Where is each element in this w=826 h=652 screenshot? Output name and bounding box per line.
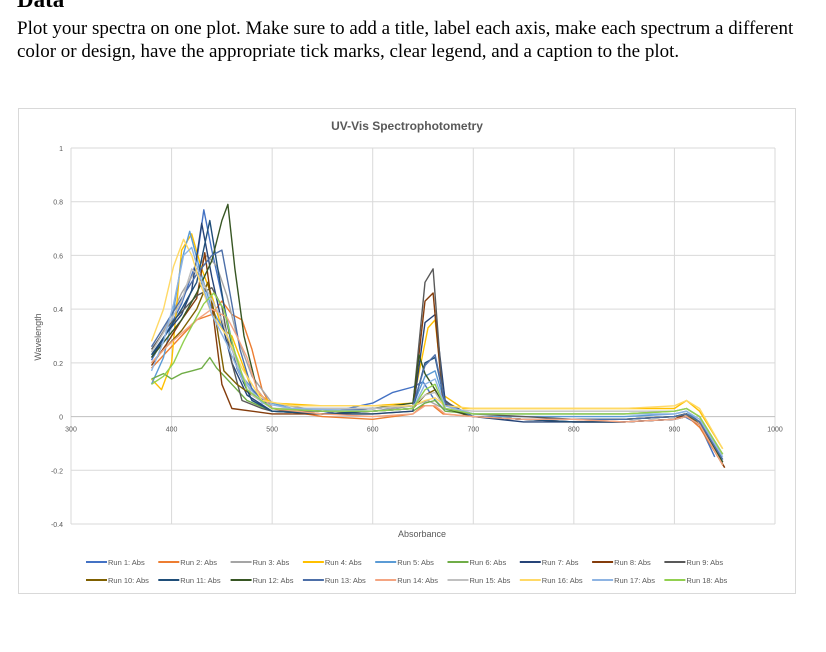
x-tick-label: 500 — [266, 427, 278, 434]
legend-entry-label: Run 4: Abs — [325, 558, 362, 567]
legend-entry-label: Run 3: Abs — [253, 558, 290, 567]
y-tick-label: -0.2 — [51, 468, 63, 475]
legend-entry-label: Run 15: Abs — [470, 576, 511, 585]
x-tick-label: 400 — [166, 427, 178, 434]
legend-entry-label: Run 18: Abs — [686, 576, 727, 585]
x-tick-label: 800 — [568, 427, 580, 434]
series-line-run-16 — [150, 238, 724, 450]
x-tick-label: 700 — [467, 427, 479, 434]
legend-entry-label: Run 14: Abs — [397, 576, 438, 585]
y-tick-label: -0.4 — [51, 522, 63, 529]
legend-entry-label: Run 5: Abs — [397, 558, 434, 567]
instructions-text: Plot your spectra on one plot. Make sure… — [17, 18, 794, 62]
x-tick-label: 300 — [65, 427, 77, 434]
grid-layer — [70, 147, 776, 525]
y-tick-label: 0 — [59, 415, 63, 422]
y-tick-label: 0.4 — [53, 307, 63, 314]
y-axis-label: Wavelength — [33, 313, 43, 360]
y-tick-label: 1 — [59, 146, 63, 153]
legend-entry-label: Run 16: Abs — [542, 576, 583, 585]
legend-entry-label: Run 13: Abs — [325, 576, 366, 585]
x-tick-label: 900 — [669, 427, 681, 434]
y-tick-label: 0.2 — [53, 361, 63, 368]
y-tick-label: 0.8 — [53, 200, 63, 207]
legend: Run 1: Abs Run 2: Abs Run 3: Abs Run 4: Abs… — [86, 558, 728, 585]
y-tick-label: 0.6 — [53, 253, 63, 260]
chart-frame — [18, 108, 796, 594]
legend-entry-label: Run 11: Abs — [180, 576, 221, 585]
legend-entry-label: Run 10: Abs — [108, 576, 149, 585]
legend-entry-label: Run 8: Abs — [614, 558, 651, 567]
legend-entry-label: Run 12: Abs — [253, 576, 294, 585]
document-heading: Data — [17, 0, 64, 12]
legend-entry-label: Run 2: Abs — [180, 558, 217, 567]
chart-title: UV-Vis Spectrophotometry — [331, 119, 483, 133]
x-tick-label: 1000 — [767, 427, 783, 434]
legend-entry-label: Run 9: Abs — [686, 558, 723, 567]
x-axis-label: Absorbance — [398, 529, 446, 539]
legend-entry-label: Run 1: Abs — [108, 558, 145, 567]
series-line-run-18 — [151, 292, 724, 455]
legend-entry-label: Run 17: Abs — [614, 576, 655, 585]
series-layer — [150, 203, 726, 468]
x-tick-label: 600 — [367, 427, 379, 434]
series-line-run-5 — [150, 230, 724, 460]
axis-layer: 300 400 500 600 700 800 900 1000 -0.4 -0.2 0 0.2 0.4… — [51, 146, 783, 529]
legend-entry-label: Run 6: Abs — [470, 558, 507, 567]
series-line-run-14 — [150, 308, 724, 466]
legend-entry-label: Run 7: Abs — [542, 558, 579, 567]
series-line-run-17 — [150, 246, 724, 458]
